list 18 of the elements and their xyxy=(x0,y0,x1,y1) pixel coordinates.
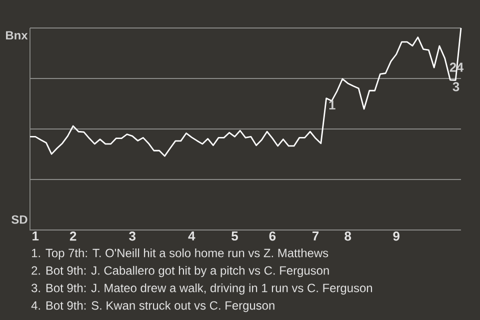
x-tick-label: 7 xyxy=(312,232,319,240)
x-tick-label: 6 xyxy=(269,232,276,241)
text: 3. Bot 9th: J. Mateo drew a walk, driving in 1 run vs C. Ferguson xyxy=(32,283,372,295)
text: Bnx xyxy=(6,31,28,40)
x-tick-label: 5 xyxy=(232,232,238,241)
text: 1. Top 7th: T. O'Neill hit a solo home run vs Z. Matthews xyxy=(32,248,328,260)
x-tick-label: 9 xyxy=(393,232,400,241)
x-tick-label: 2 xyxy=(70,232,76,241)
text: 4. Bot 9th: S. Kwan struck out vs C. Ferguson xyxy=(31,300,274,312)
text: 2. Bot 9th: J. Caballero got hit by a pitch vs C. Ferguson xyxy=(32,266,329,278)
x-tick-label: 8 xyxy=(344,232,352,241)
x-tick-label: 3 xyxy=(129,232,136,241)
x-tick-label: 1 xyxy=(32,232,39,240)
text: SD xyxy=(12,215,28,224)
annotation: 3 xyxy=(452,82,460,92)
annotation: 1 xyxy=(329,100,336,110)
annotation: 2 xyxy=(450,62,456,72)
x-tick-label: 4 xyxy=(188,232,196,240)
